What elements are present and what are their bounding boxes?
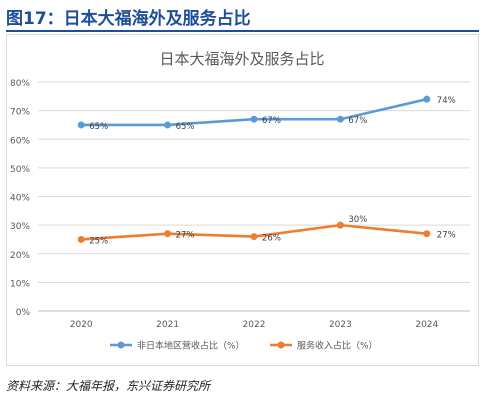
y-tick-label: 60%: [10, 136, 30, 146]
data-label: 67%: [348, 116, 367, 126]
data-label: 26%: [262, 234, 281, 244]
data-label: 65%: [176, 122, 195, 132]
legend-item-1: 非日本地区营收占比（%）: [110, 340, 245, 352]
data-label: 27%: [437, 231, 456, 241]
y-tick-label: 70%: [10, 108, 30, 118]
legend: 非日本地区营收占比（%） 服务收入占比（%）: [110, 340, 378, 352]
x-tick-label: 2022: [243, 320, 266, 330]
x-tick-label: 2021: [156, 320, 179, 330]
data-point: [250, 233, 258, 241]
legend-label: 非日本地区营收占比（%）: [137, 340, 245, 352]
y-tick-label: 10%: [10, 279, 30, 289]
y-tick-label: 40%: [10, 194, 30, 204]
data-point: [77, 121, 85, 129]
heading-rule: [6, 30, 479, 32]
data-point: [164, 230, 172, 238]
legend-item-2: 服务收入占比（%）: [270, 340, 378, 352]
data-point: [423, 230, 431, 238]
chart-title: 日本大福海外及服务占比: [159, 50, 324, 68]
y-tick-label: 50%: [10, 165, 30, 175]
legend-swatch-marker: [117, 341, 125, 349]
data-point: [336, 115, 344, 123]
data-label: 65%: [89, 122, 108, 132]
data-label: 67%: [262, 116, 281, 126]
data-label: 25%: [89, 236, 108, 246]
y-tick-label: 80%: [10, 79, 30, 89]
data-point: [164, 121, 172, 129]
x-tick-label: 2020: [70, 320, 93, 330]
series-1: 65% 65% 67% 67% 74%: [77, 95, 456, 132]
data-label: 74%: [437, 96, 456, 106]
y-tick-label: 0%: [16, 308, 31, 318]
y-axis-ticks: 0% 10% 20% 30% 40% 50% 60% 70% 80%: [10, 79, 30, 318]
source-note: 资料来源：大福年报，东兴证券研究所: [6, 379, 211, 393]
y-tick-label: 20%: [10, 251, 30, 261]
line-chart: 日本大福海外及服务占比 0% 10% 20% 30% 40% 50% 60% 70% 80% 2…: [10, 50, 470, 352]
legend-swatch-marker: [277, 341, 285, 349]
x-axis-ticks: 2020 2021 2022 2023 2024: [70, 320, 439, 330]
x-tick-label: 2023: [329, 320, 352, 330]
data-point: [250, 115, 258, 123]
data-label: 27%: [176, 231, 195, 241]
x-tick-label: 2024: [415, 320, 438, 330]
series-2: 25% 27% 26% 30% 27%: [77, 215, 456, 246]
data-point: [77, 235, 85, 243]
series-layer: 65% 65% 67% 67% 74% 25% 27% 26% 30% 27%: [77, 95, 456, 246]
figure-heading: 图17：日本大福海外及服务占比: [6, 9, 251, 29]
y-tick-label: 30%: [10, 222, 30, 232]
data-point: [336, 221, 344, 229]
gridlines: [38, 81, 470, 312]
data-label: 30%: [348, 215, 367, 225]
data-point: [423, 95, 431, 103]
legend-label: 服务收入占比（%）: [297, 340, 378, 352]
